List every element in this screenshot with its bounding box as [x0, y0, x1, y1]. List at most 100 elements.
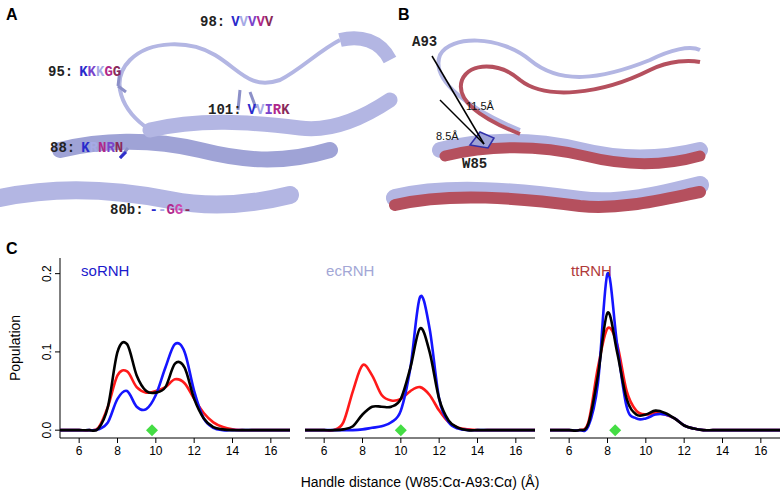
helix [150, 100, 390, 130]
sequence-letter: - [150, 202, 158, 218]
x-tick [439, 438, 440, 443]
x-tick [270, 438, 271, 443]
residue-number: 95: [48, 64, 73, 80]
x-tick-label: 6 [76, 444, 83, 458]
x-tick [607, 438, 608, 443]
sequence-label: KRNRN [81, 140, 123, 156]
distribution-line [550, 273, 780, 431]
distance-label: 11.5Å [466, 100, 495, 112]
x-tick-label: 16 [264, 444, 278, 458]
sequence-letter: G [166, 202, 174, 218]
y-tick [55, 430, 60, 431]
sequence-letter: - [158, 202, 166, 218]
distribution-line [305, 328, 535, 430]
sequence-letter: G [104, 64, 112, 80]
sequence-label: VVVVV [231, 14, 274, 30]
x-tick-label: 8 [359, 444, 366, 458]
sequence-label: --GG- [150, 202, 192, 218]
chart: 6 8 10 12 14 16 0.0 0.1 0.2 soRNH Population [7, 258, 290, 458]
residue-label: A93 [412, 34, 437, 50]
x-tick-label: 12 [187, 444, 201, 458]
x-axis [305, 438, 535, 439]
x-axis [550, 438, 780, 439]
x-tick-label: 16 [509, 444, 523, 458]
helix [0, 190, 290, 204]
sequence-letter: N [98, 140, 106, 156]
x-tick-label: 6 [321, 444, 328, 458]
x-tick-label: 14 [471, 444, 485, 458]
sequence-letter: N [115, 140, 123, 156]
sequence-letter: I [264, 102, 272, 118]
helix [340, 38, 390, 60]
figure: 98:VVVVV95:KKKGG101:VVIRK88:KRNRN80b:--G… [0, 0, 784, 494]
reference-marker [609, 424, 621, 436]
x-tick [645, 438, 646, 443]
panel-a: 98:VVVVV95:KKKGG101:VVIRK88:KRNRN80b:--G… [0, 14, 390, 218]
chart: 6 8 10 12 14 16 ttRNH [550, 262, 780, 458]
x-tick-label: 8 [114, 444, 121, 458]
sequence-label: VVIRK [248, 102, 291, 118]
x-axis [60, 438, 290, 439]
x-tick-label: 6 [566, 444, 573, 458]
x-tick-label: 10 [639, 444, 653, 458]
x-tick-label: 14 [226, 444, 240, 458]
y-tick-label: 0.2 [40, 265, 54, 282]
x-tick-label: 16 [754, 444, 768, 458]
y-axis-label: Population [7, 315, 23, 381]
distribution-line [60, 370, 290, 430]
x-tick-label: 10 [394, 444, 408, 458]
x-tick [362, 438, 363, 443]
distance-label: 8.5Å [436, 130, 459, 142]
x-tick [515, 438, 516, 443]
chart-title: soRNH [81, 262, 129, 279]
x-tick [232, 438, 233, 443]
sequence-label: KKKGG [79, 64, 121, 80]
x-tick [155, 438, 156, 443]
distribution-line [305, 365, 535, 431]
x-tick [684, 438, 685, 443]
x-tick [194, 438, 195, 443]
x-tick-label: 8 [604, 444, 611, 458]
loop [120, 40, 340, 130]
y-tick-label: 0.0 [40, 422, 54, 439]
distribution-line [60, 343, 290, 430]
residue-label: W85 [462, 156, 487, 172]
residue-number: 80b: [110, 202, 144, 218]
plot-area [60, 342, 290, 436]
loop [461, 61, 700, 134]
x-tick [117, 438, 118, 443]
y-axis [60, 258, 61, 438]
x-tick-label: 12 [677, 444, 691, 458]
distribution-line [60, 342, 290, 431]
sequence-letter: - [183, 202, 191, 218]
sequence-letter: V [265, 14, 274, 30]
y-tick [55, 351, 60, 352]
chart-title: ttRNH [571, 262, 612, 279]
sequence-letter: G [175, 202, 183, 218]
x-tick [400, 438, 401, 443]
x-tick [324, 438, 325, 443]
sequence-letter: G [113, 64, 121, 80]
x-tick-label: 10 [149, 444, 163, 458]
plot-area [550, 273, 780, 436]
x-tick [79, 438, 80, 443]
reference-marker [146, 424, 158, 436]
panel-letter: B [398, 6, 410, 23]
y-tick [55, 273, 60, 274]
helix [395, 192, 700, 207]
x-tick [569, 438, 570, 443]
distribution-line [305, 296, 535, 430]
panel-b: A93 W85 11.5Å 8.5Å [395, 34, 700, 207]
plot-area [305, 296, 535, 436]
chart: 6810121416ecRNHHandle distance (W85:Cα-A… [301, 262, 540, 490]
residue-number: 98: [200, 14, 225, 30]
x-tick-label: 14 [716, 444, 730, 458]
sequence-letter: K [281, 102, 290, 118]
panel-letter: C [6, 240, 18, 257]
distribution-line [550, 312, 780, 430]
x-tick [760, 438, 761, 443]
x-tick [722, 438, 723, 443]
reference-marker [395, 424, 407, 436]
chart-title: ecRNH [326, 262, 374, 279]
y-tick-label: 0.1 [40, 343, 54, 360]
